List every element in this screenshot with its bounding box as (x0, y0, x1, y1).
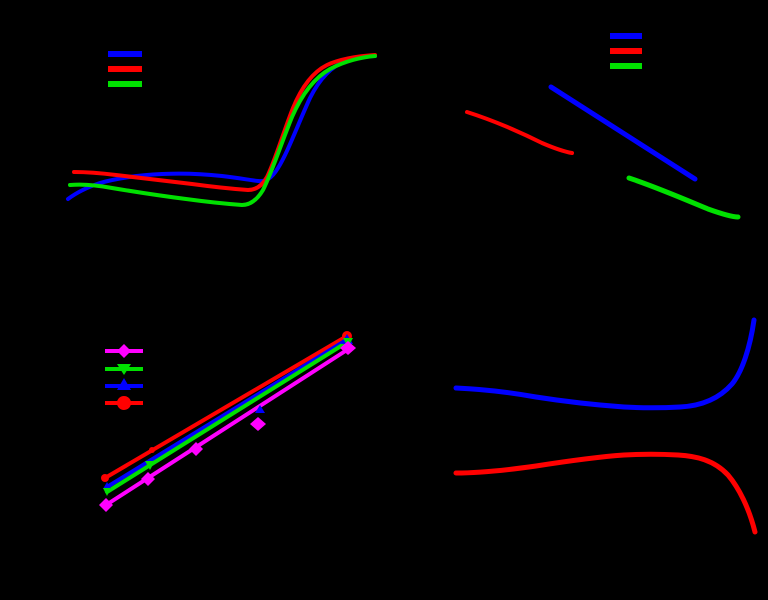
bottom-left-magenta-markers (99, 341, 356, 512)
legend-marker-triangle-up (117, 378, 131, 390)
bottom-right-axes (445, 321, 757, 536)
bottom-right-blue-curve (453, 317, 757, 411)
legend-marker-triangle-down (117, 364, 131, 375)
bottom-left-blue-line (105, 337, 350, 489)
bottom-left-green-line (105, 339, 351, 494)
top-left-blue-curve (66, 54, 377, 201)
bottom-left-magenta-line (104, 346, 352, 507)
top-right-red-line (465, 110, 574, 155)
top-right-green-line (626, 175, 741, 220)
panel-top-right (384, 0, 768, 300)
top-right-blue-line (548, 84, 698, 182)
top-right-plot-area (445, 17, 757, 231)
top-left-red-curve (72, 53, 377, 192)
top-left-plot-area (66, 17, 379, 231)
bottom-right-plot-area (445, 317, 758, 536)
bottom-left-red-line (103, 334, 349, 480)
bottom-right-red-curve (453, 451, 758, 535)
top-left-axes (67, 17, 379, 231)
legend-marker-circle (117, 396, 131, 410)
top-right-legend (610, 33, 642, 69)
top-left-legend (108, 51, 142, 87)
panel-bottom-left (0, 300, 384, 600)
top-left-green-curve (68, 54, 377, 207)
bottom-left-axes (67, 321, 379, 536)
bottom-left-legend (105, 344, 143, 410)
bottom-left-plot-area (67, 321, 379, 536)
legend-marker-diamond (117, 344, 131, 358)
top-right-axes (445, 17, 757, 231)
panel-top-left (0, 0, 384, 300)
panel-bottom-right (384, 300, 768, 600)
